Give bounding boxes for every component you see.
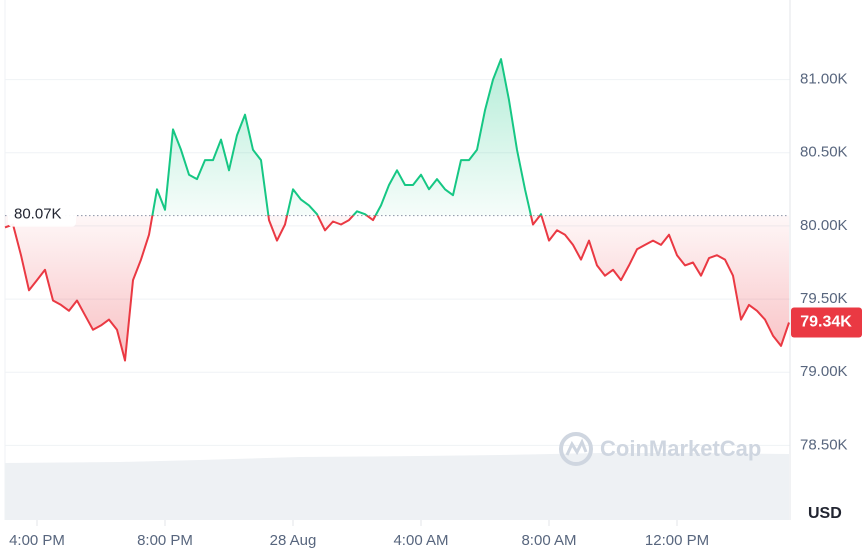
y-tick-label: 79.00K xyxy=(800,363,848,380)
currency-label: USD xyxy=(808,505,842,522)
y-tick-label: 79.50K xyxy=(800,290,848,307)
x-tick-label: 4:00 PM xyxy=(9,532,65,549)
baseline-label-box xyxy=(8,202,76,227)
price-area xyxy=(5,59,789,361)
volume-area xyxy=(5,453,789,520)
y-tick-label: 81.00K xyxy=(800,71,848,88)
last-price-label: 79.34K xyxy=(800,314,852,331)
y-tick-label: 80.50K xyxy=(800,144,848,161)
x-tick-label: 12:00 PM xyxy=(645,532,709,549)
x-tick-label: 4:00 AM xyxy=(393,532,448,549)
y-tick-label: 78.50K xyxy=(800,436,848,453)
x-tick-label: 8:00 AM xyxy=(521,532,576,549)
y-tick-label: 80.00K xyxy=(800,217,848,234)
price-line xyxy=(4,58,790,362)
baseline-label: 80.07K xyxy=(14,206,62,223)
watermark: CoinMarketCap xyxy=(559,432,761,466)
x-tick-label: 8:00 PM xyxy=(137,532,193,549)
watermark-text: CoinMarketCap xyxy=(600,436,761,461)
x-tick-label: 28 Aug xyxy=(270,532,317,549)
last-price-tag xyxy=(791,307,862,338)
